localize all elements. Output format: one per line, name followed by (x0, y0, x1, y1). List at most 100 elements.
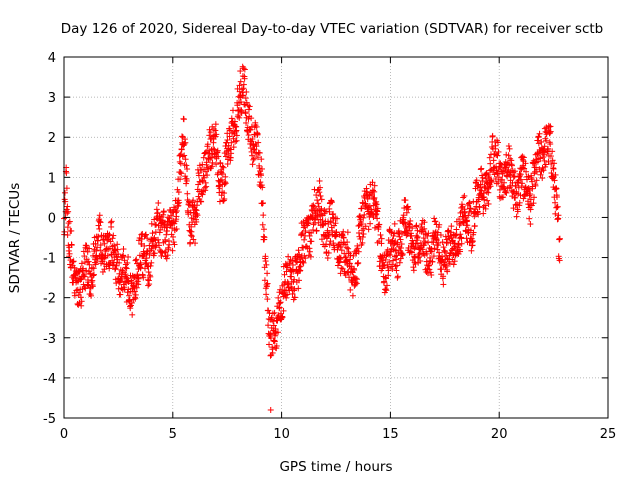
data-point (160, 208, 167, 215)
data-point (550, 165, 557, 172)
data-point (169, 247, 176, 254)
data-point (218, 169, 225, 176)
data-point (263, 261, 270, 268)
data-point (326, 241, 333, 248)
data-point (517, 176, 524, 183)
data-point (64, 203, 71, 210)
data-point (457, 248, 464, 255)
data-point (110, 232, 117, 239)
data-point (64, 231, 71, 238)
data-point (450, 261, 457, 268)
data-point (267, 406, 274, 413)
data-point (194, 212, 201, 219)
data-point (313, 192, 320, 199)
data-point (431, 245, 438, 252)
data-point (494, 152, 501, 159)
data-point (134, 274, 141, 281)
data-point (355, 259, 362, 266)
data-point (490, 157, 497, 164)
y-tick-label: 0 (48, 211, 56, 226)
data-point (503, 189, 510, 196)
data-point (203, 183, 210, 190)
data-point (133, 284, 140, 291)
data-points (61, 63, 563, 413)
data-point (207, 155, 214, 162)
data-point (70, 258, 77, 265)
data-point (531, 194, 538, 201)
data-point (415, 253, 422, 260)
data-point (458, 240, 465, 247)
data-point (388, 229, 395, 236)
data-point (489, 132, 496, 139)
data-point (465, 212, 472, 219)
data-point (202, 187, 209, 194)
data-point (354, 276, 361, 283)
data-point (421, 225, 428, 232)
data-point (465, 200, 472, 207)
data-point (177, 169, 184, 176)
data-point (216, 198, 223, 205)
data-point (414, 240, 421, 247)
data-point (501, 179, 508, 186)
data-point (133, 256, 140, 263)
data-point (302, 228, 309, 235)
data-point (403, 232, 410, 239)
data-point (295, 285, 302, 292)
data-point (181, 152, 188, 159)
data-point (419, 246, 426, 253)
data-point (477, 181, 484, 188)
data-point (263, 283, 270, 290)
data-point (318, 211, 325, 218)
data-point (129, 311, 136, 318)
data-point (259, 199, 266, 206)
data-point (209, 159, 216, 166)
data-point (131, 288, 138, 295)
data-point (301, 236, 308, 243)
data-point (113, 253, 120, 260)
data-point (193, 210, 200, 217)
data-point (505, 166, 512, 173)
data-point (344, 229, 351, 236)
data-point (530, 200, 537, 207)
data-point (505, 152, 512, 159)
data-point (267, 334, 274, 341)
data-point (378, 235, 385, 242)
data-point (248, 115, 255, 122)
data-point (264, 280, 271, 287)
data-point (96, 212, 103, 219)
data-point (317, 184, 324, 191)
data-point (121, 257, 128, 264)
data-point (525, 173, 532, 180)
data-point (352, 275, 359, 282)
data-point (469, 238, 476, 245)
data-point (457, 231, 464, 238)
data-point (213, 161, 220, 168)
data-point (527, 206, 534, 213)
data-point (173, 213, 180, 220)
data-point (344, 239, 351, 246)
data-point (451, 258, 458, 265)
data-point (249, 152, 256, 159)
data-point (396, 259, 403, 266)
data-point (124, 259, 131, 266)
data-point (68, 242, 75, 249)
data-point (392, 263, 399, 270)
data-point (552, 210, 559, 217)
data-point (270, 318, 277, 325)
x-tick-label: 15 (382, 427, 399, 442)
data-point (80, 273, 87, 280)
data-point (281, 271, 288, 278)
data-point (332, 220, 339, 227)
data-point (355, 222, 362, 229)
data-point (537, 155, 544, 162)
data-point (383, 275, 390, 282)
data-point (386, 228, 393, 235)
data-point (288, 273, 295, 280)
data-point (365, 226, 372, 233)
data-point (201, 174, 208, 181)
data-point (315, 200, 322, 207)
data-point (231, 118, 238, 125)
data-point (374, 215, 381, 222)
data-point (184, 166, 191, 173)
data-point (519, 180, 526, 187)
